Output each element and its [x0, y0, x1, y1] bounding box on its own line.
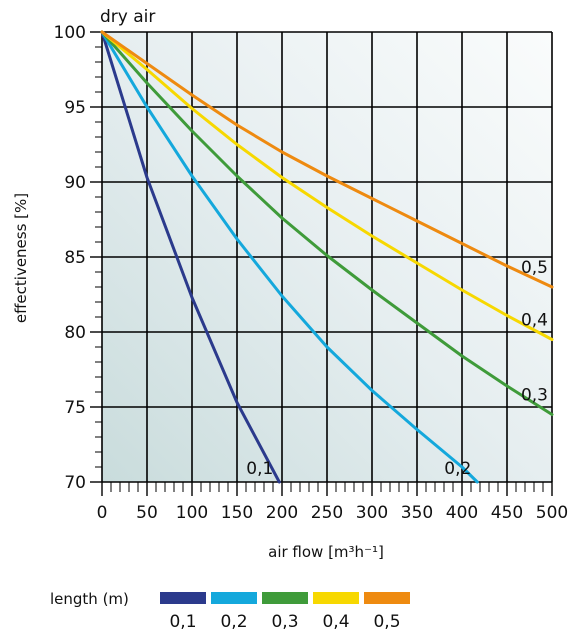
- series-label-0-4: 0,4: [521, 311, 548, 331]
- y-tick-label: 85: [64, 248, 86, 268]
- tick-labels: 0 50 100 150 200 250 300 350 400 450 500 70 75 80 85 90…: [54, 23, 569, 523]
- series-line-0-5: [100, 30, 554, 289]
- legend-swatch-0-1: [160, 592, 206, 604]
- x-tick-label: 0: [97, 503, 108, 523]
- y-axis-title: effectiveness [%]: [12, 193, 30, 323]
- legend-label-0-5: 0,5: [373, 612, 400, 632]
- x-tick-label: 250: [311, 503, 343, 523]
- x-tick-label: 100: [176, 503, 208, 523]
- x-tick-label: 150: [221, 503, 253, 523]
- series-label-0-1: 0,1: [246, 459, 273, 479]
- legend-label-0-1: 0,1: [169, 612, 196, 632]
- legend-swatch-0-4: [313, 592, 359, 604]
- y-tick-label: 75: [64, 398, 86, 418]
- series-line-0-1: [100, 30, 281, 484]
- series-label-0-3: 0,3: [521, 386, 548, 406]
- series-label-0-5: 0,5: [521, 258, 548, 278]
- legend: 0,1 0,2 0,3 0,4 0,5: [160, 592, 410, 632]
- legend-label-0-4: 0,4: [322, 612, 349, 632]
- y-tick-label: 100: [54, 23, 86, 43]
- series-line-0-3: [100, 30, 554, 416]
- legend-swatch-0-2: [211, 592, 257, 604]
- legend-title: length (m): [50, 590, 129, 608]
- y-tick-label: 80: [64, 323, 86, 343]
- legend-swatch-0-5: [364, 592, 410, 604]
- y-tick-label: 70: [64, 473, 86, 493]
- dry-air-note: dry air: [100, 7, 155, 27]
- x-tick-label: 500: [536, 503, 568, 523]
- minor-ticks: [90, 31, 553, 496]
- line-labels: 0,1 0,2 0,3 0,4 0,5: [246, 258, 548, 479]
- x-tick-label: 300: [356, 503, 388, 523]
- series-label-0-2: 0,2: [444, 459, 471, 479]
- y-tick-label: 90: [64, 173, 86, 193]
- series-line-0-4: [100, 30, 554, 341]
- x-tick-label: 350: [401, 503, 433, 523]
- x-tick-label: 200: [266, 503, 298, 523]
- legend-label-0-2: 0,2: [220, 612, 247, 632]
- x-tick-label: 450: [491, 503, 523, 523]
- legend-label-0-3: 0,3: [271, 612, 298, 632]
- y-tick-label: 95: [64, 98, 86, 118]
- x-tick-label: 400: [446, 503, 478, 523]
- series-layer: [100, 30, 554, 484]
- series-line-0-2: [100, 30, 479, 484]
- x-tick-label: 50: [136, 503, 158, 523]
- legend-swatch-0-3: [262, 592, 308, 604]
- x-axis-title: air flow [m³h⁻¹]: [268, 543, 384, 561]
